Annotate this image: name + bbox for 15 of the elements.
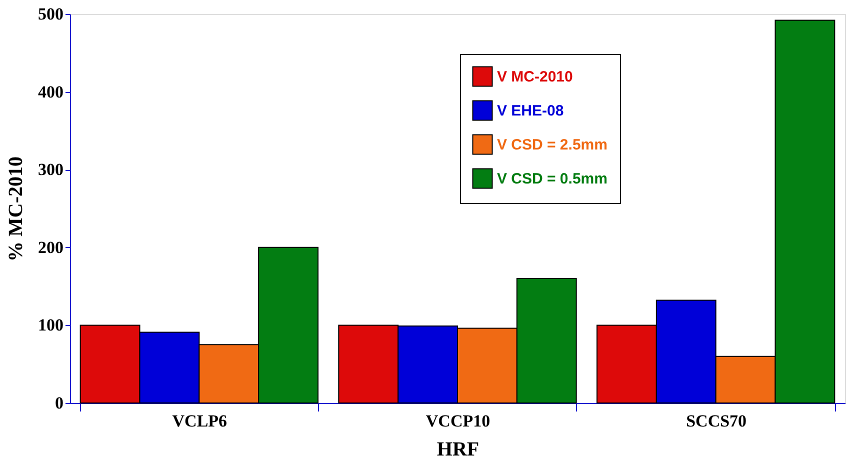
y-tick-label: 200 [38, 238, 64, 257]
x-axis-title: HRF [436, 438, 480, 460]
legend-label: V MC-2010 [497, 68, 573, 86]
y-tick-label: 500 [38, 4, 64, 24]
y-tick-label: 400 [38, 82, 64, 102]
y-tick-label: 100 [38, 316, 64, 335]
legend-label: V CSD = 0.5mm [497, 170, 608, 188]
x-tick-label: SCCS70 [686, 412, 747, 430]
y-tick-label: 0 [55, 394, 64, 412]
legend-label: V CSD = 2.5mm [497, 136, 608, 154]
x-tick-label: VCLP6 [172, 412, 228, 430]
y-tick-label: 300 [38, 160, 64, 180]
y-axis-title: % MC-2010 [5, 156, 27, 262]
legend-label: V EHE-08 [497, 102, 564, 120]
x-tick-label: VCCP10 [426, 412, 490, 430]
